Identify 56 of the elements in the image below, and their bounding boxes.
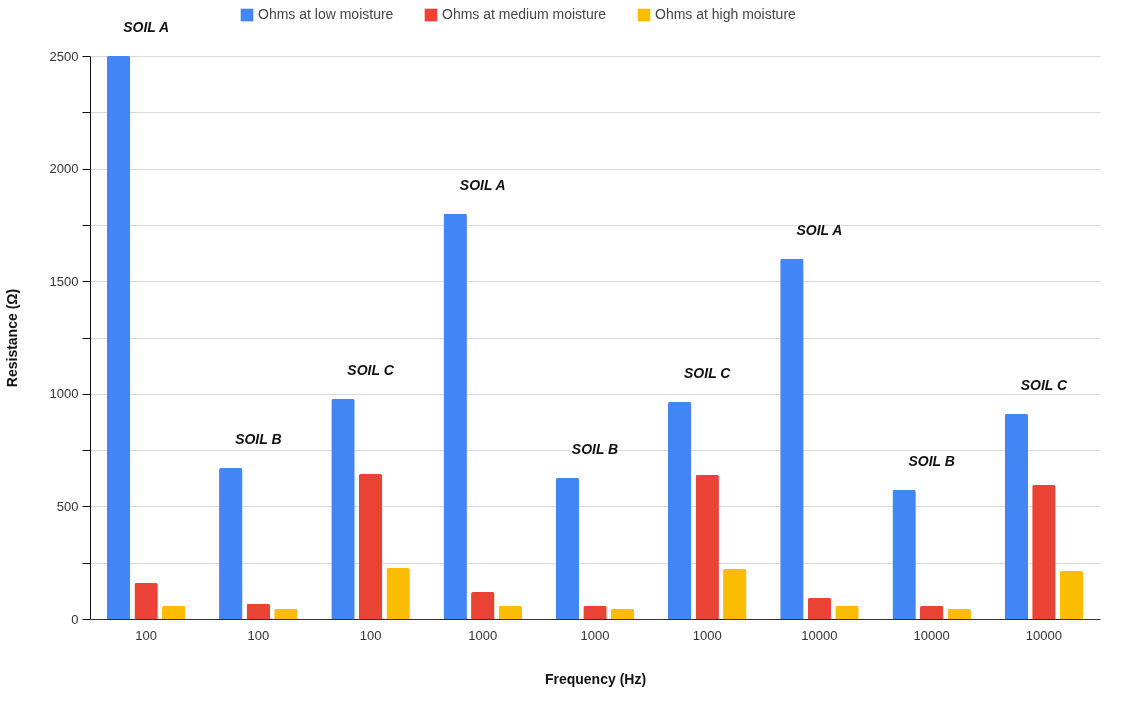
x-tick-label: 10000 [801, 627, 838, 643]
bar [161, 605, 186, 619]
bar [386, 568, 410, 619]
bar [1059, 571, 1084, 619]
bar [835, 605, 859, 619]
annotation: SOIL B [235, 431, 282, 448]
bar [219, 468, 243, 619]
x-tick-label: 10000 [913, 627, 950, 643]
bar [667, 401, 692, 619]
bar [555, 478, 580, 619]
x-tick-label: 1000 [580, 627, 610, 643]
legend-label: Ohms at medium moisture [442, 6, 607, 22]
annotation: SOIL C [347, 361, 395, 378]
y-tick-label: 1000 [49, 386, 79, 402]
bar [723, 569, 747, 619]
bar [471, 591, 495, 619]
bar [246, 603, 271, 619]
x-tick-label: 1000 [692, 627, 722, 643]
bar [583, 605, 607, 619]
x-tick-label: 10000 [1025, 627, 1062, 643]
annotation: SOIL B [571, 441, 619, 458]
bar [610, 609, 635, 619]
bar [780, 258, 804, 619]
annotation: SOIL A [796, 221, 843, 238]
bar [1004, 414, 1029, 619]
bar [807, 598, 832, 619]
y-tick-label: 1500 [49, 273, 79, 289]
bar [1032, 485, 1056, 619]
bar [443, 213, 467, 619]
legend-label: Ohms at high moisture [655, 6, 797, 22]
y-tick-label: 2000 [49, 161, 79, 177]
bar [695, 474, 719, 619]
x-axis-title: Frequency (Hz) [544, 670, 647, 687]
bar [892, 489, 916, 619]
y-tick-label: 2500 [49, 48, 79, 64]
bar [358, 473, 383, 619]
x-tick-label: 100 [359, 627, 382, 643]
bar [331, 398, 355, 619]
annotation: SOIL C [1020, 377, 1068, 394]
x-tick-label: 1000 [468, 627, 498, 643]
annotation: SOIL C [684, 364, 732, 381]
legend-label: Ohms at low moisture [258, 6, 394, 22]
bar [947, 609, 971, 619]
y-axis-title: Resistance (Ω) [3, 288, 20, 388]
text: SOIL A [123, 19, 170, 35]
x-tick-label: 100 [135, 627, 157, 643]
y-tick-label: 500 [56, 498, 79, 514]
bar [106, 56, 131, 619]
annotation: SOIL B [908, 452, 955, 469]
y-tick-label: 0 [71, 611, 79, 627]
annotation: SOIL A [459, 176, 506, 193]
bar [498, 605, 523, 619]
bar [134, 582, 158, 619]
bar [274, 609, 298, 619]
x-tick-label: 100 [247, 627, 270, 643]
bar [919, 605, 944, 619]
